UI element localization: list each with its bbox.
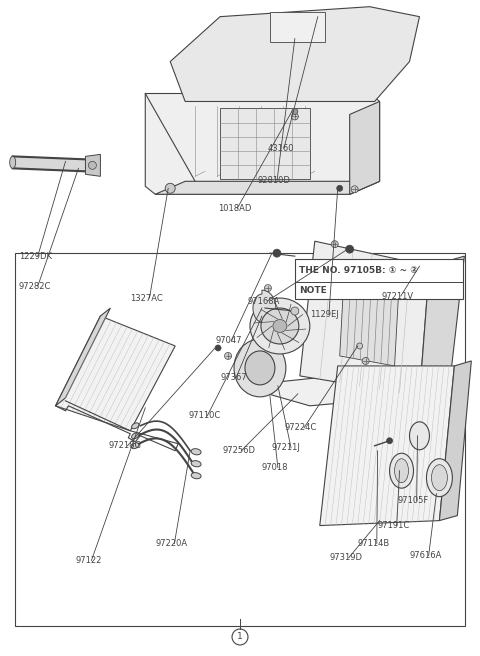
Text: 97224C: 97224C — [285, 423, 317, 432]
Polygon shape — [295, 259, 463, 298]
Polygon shape — [12, 156, 85, 171]
Ellipse shape — [191, 449, 201, 455]
Text: 97110C: 97110C — [188, 411, 220, 420]
Circle shape — [292, 108, 298, 114]
Circle shape — [273, 249, 281, 257]
Circle shape — [346, 245, 354, 253]
Ellipse shape — [245, 351, 275, 385]
Circle shape — [225, 352, 231, 359]
Polygon shape — [155, 181, 380, 194]
Ellipse shape — [426, 459, 452, 497]
Circle shape — [351, 186, 358, 193]
Circle shape — [264, 285, 271, 291]
Polygon shape — [300, 241, 430, 396]
Ellipse shape — [432, 464, 447, 491]
Ellipse shape — [132, 443, 139, 449]
Text: 97191C: 97191C — [378, 521, 410, 530]
Circle shape — [215, 345, 221, 351]
Circle shape — [362, 358, 369, 365]
Circle shape — [331, 241, 338, 248]
Text: 97367: 97367 — [220, 373, 247, 382]
Text: 43160: 43160 — [268, 144, 294, 153]
Text: 97168A: 97168A — [248, 297, 280, 306]
Text: THE NO. 97105B: ① ~ ②: THE NO. 97105B: ① ~ ② — [299, 266, 418, 275]
Text: 97218G: 97218G — [108, 441, 142, 450]
Text: 97616A: 97616A — [409, 551, 442, 560]
Polygon shape — [350, 102, 380, 194]
Text: 97018: 97018 — [262, 463, 288, 472]
Ellipse shape — [261, 308, 299, 344]
Text: 97319D: 97319D — [330, 553, 363, 562]
Circle shape — [88, 161, 96, 169]
Bar — [270, 12, 325, 41]
Text: 97211V: 97211V — [382, 291, 414, 300]
Polygon shape — [420, 256, 464, 396]
Polygon shape — [320, 366, 455, 525]
Ellipse shape — [234, 339, 286, 397]
Polygon shape — [220, 108, 310, 179]
Text: 97220A: 97220A — [155, 539, 187, 548]
Ellipse shape — [10, 156, 16, 169]
Ellipse shape — [395, 459, 408, 483]
Ellipse shape — [409, 422, 430, 450]
Ellipse shape — [273, 319, 287, 333]
Ellipse shape — [250, 298, 310, 354]
Text: 1129EJ: 1129EJ — [310, 310, 338, 319]
Polygon shape — [56, 308, 110, 406]
Polygon shape — [253, 290, 276, 326]
Circle shape — [291, 307, 299, 315]
Text: 97256D: 97256D — [222, 446, 255, 455]
Ellipse shape — [132, 433, 139, 439]
Text: 1327AC: 1327AC — [130, 294, 163, 302]
Text: 1018AD: 1018AD — [218, 204, 252, 213]
Text: 97105F: 97105F — [397, 496, 429, 505]
Polygon shape — [340, 264, 399, 366]
Circle shape — [232, 629, 248, 645]
Text: 97047: 97047 — [215, 337, 241, 346]
Ellipse shape — [191, 472, 201, 479]
Polygon shape — [56, 316, 175, 431]
Circle shape — [357, 343, 363, 349]
Ellipse shape — [191, 461, 201, 467]
Circle shape — [291, 113, 299, 120]
Text: 97114B: 97114B — [358, 539, 390, 548]
Ellipse shape — [390, 453, 413, 488]
Text: 97282C: 97282C — [19, 281, 51, 291]
Polygon shape — [170, 7, 420, 102]
Ellipse shape — [132, 423, 139, 429]
Polygon shape — [85, 154, 100, 176]
Circle shape — [336, 185, 343, 192]
Circle shape — [386, 438, 393, 443]
Text: 1: 1 — [237, 632, 243, 642]
Text: 1229DK: 1229DK — [19, 252, 52, 260]
Text: 97211J: 97211J — [272, 443, 301, 452]
Text: 92810D: 92810D — [258, 176, 291, 185]
Polygon shape — [439, 361, 471, 521]
Circle shape — [165, 183, 175, 194]
Polygon shape — [240, 374, 420, 406]
Text: 97122: 97122 — [75, 556, 102, 565]
Polygon shape — [145, 94, 380, 194]
Text: NOTE: NOTE — [299, 286, 327, 295]
